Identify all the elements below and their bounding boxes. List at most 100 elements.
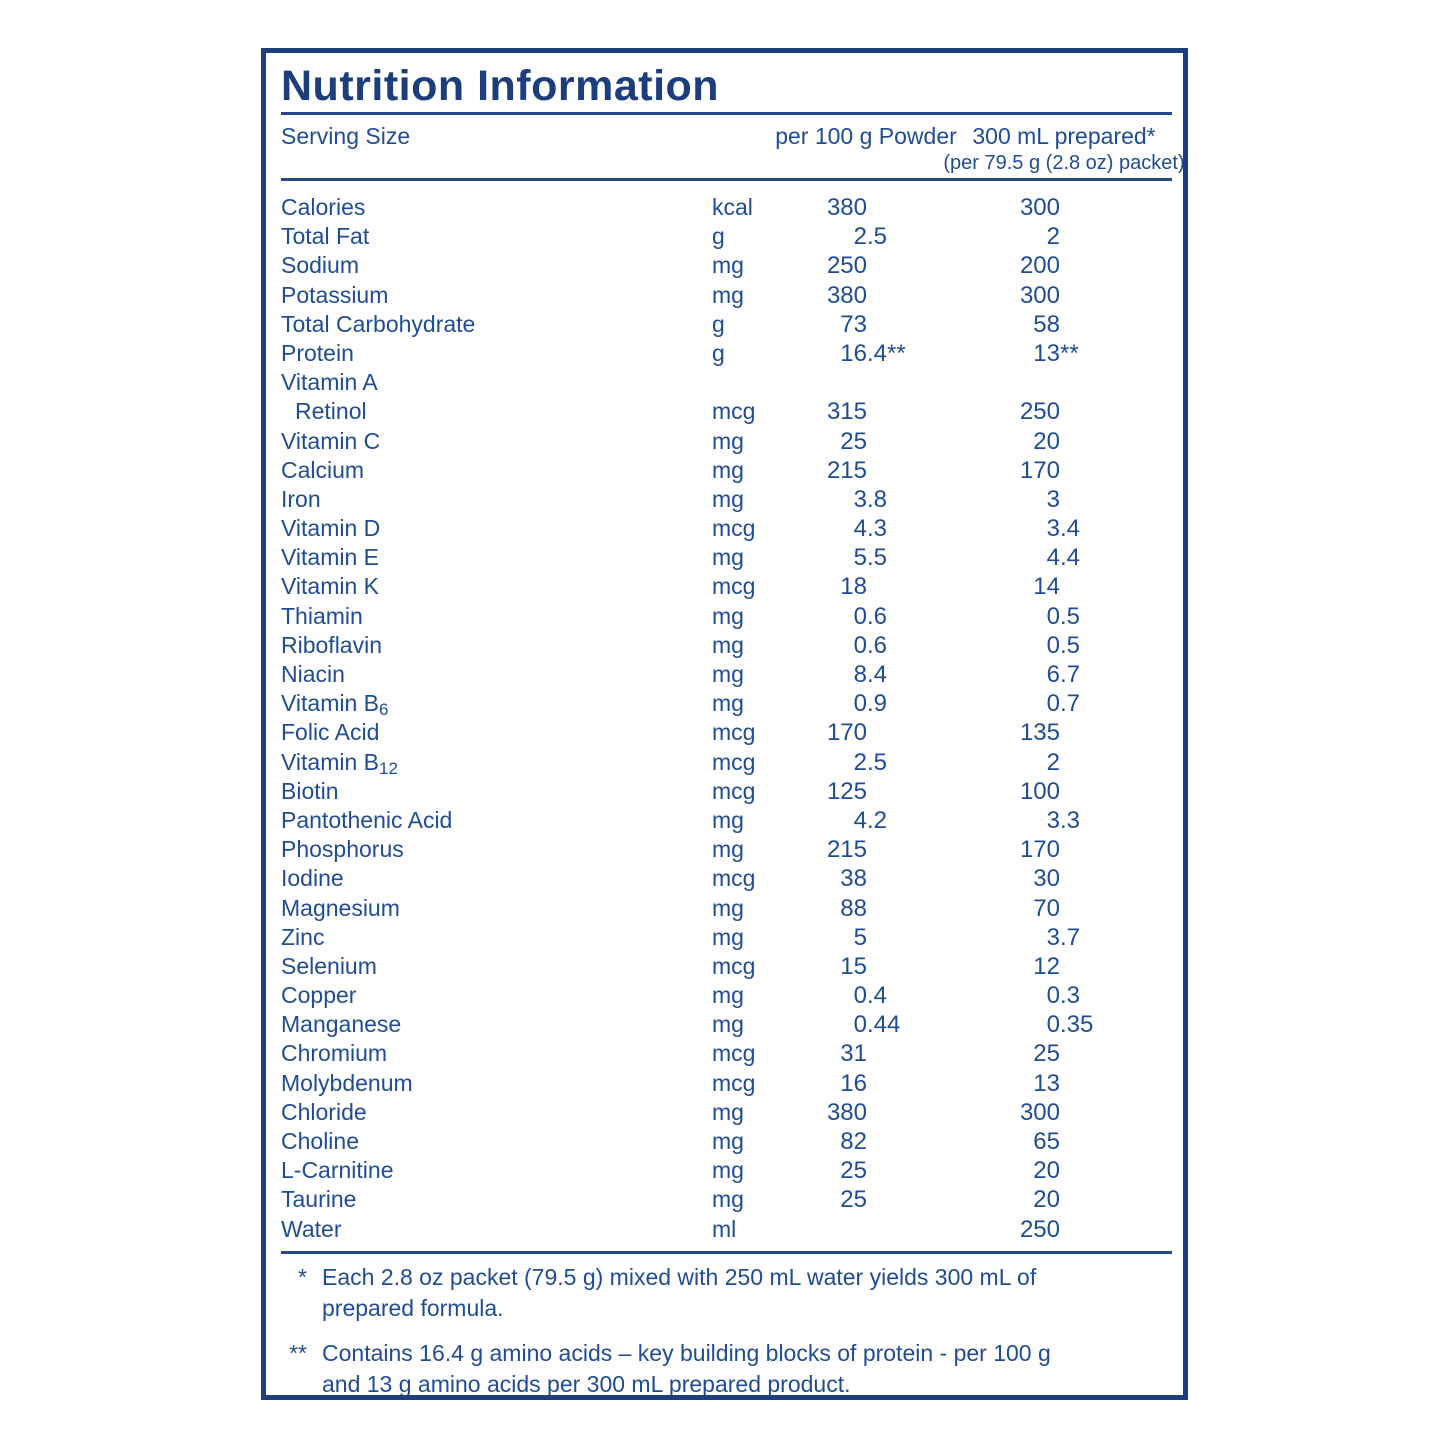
title-divider: [281, 112, 1172, 115]
value-per-100g-frac: .9: [867, 690, 888, 718]
nutrient-unit: mg: [712, 923, 744, 950]
value-per-100g-frac: .5: [867, 223, 888, 251]
nutrient-unit: mg: [712, 456, 744, 483]
nutrient-unit: kcal: [712, 194, 753, 220]
value-prepared-int: 30: [1033, 865, 1060, 893]
table-row: Vitamin A: [281, 368, 1172, 397]
table-row: Biotin mcg 125 100: [281, 777, 1172, 806]
nutrient-name: Vitamin E: [281, 544, 380, 571]
nutrient-unit: mg: [712, 252, 744, 279]
table-header: Serving Size per 100 g Powder 300 mL pre…: [281, 115, 1183, 181]
nutrient-name: Riboflavin: [281, 631, 382, 658]
value-prepared-int: 170: [1019, 836, 1060, 864]
value-prepared-frac: [1060, 427, 1172, 456]
nutrient-unit: mg: [712, 661, 744, 687]
nutrition-label-panel: Nutrition Information Serving Size per 1…: [261, 48, 1188, 1400]
value-per-100g-frac: .6: [867, 602, 888, 630]
table-row: Calories kcal 380 300: [281, 193, 1172, 222]
nutrient-name: Water: [281, 1215, 342, 1242]
value-per-100g-frac: [867, 193, 927, 222]
nutrient-name: Manganese: [281, 1011, 402, 1038]
nutrient-unit: mcg: [712, 952, 756, 979]
value-per-100g-frac: [867, 397, 927, 426]
table-row: Iodine mcg 38 30: [281, 864, 1172, 893]
value-per-100g-frac: .6: [867, 631, 888, 659]
nutrient-unit: mcg: [712, 719, 756, 746]
value-per-100g-frac: .2: [867, 806, 888, 834]
nutrient-name: Vitamin B6: [281, 690, 389, 720]
value-prepared-int: 2: [1046, 223, 1060, 251]
value-per-100g-int: 18: [840, 573, 867, 601]
value-per-100g-frac: [867, 777, 927, 806]
nutrient-unit: g: [712, 310, 725, 337]
value-prepared-int: 3: [1046, 485, 1060, 513]
nutrient-unit: mg: [712, 544, 744, 571]
value-per-100g-frac: [867, 1185, 927, 1214]
value-prepared-frac: [1060, 1156, 1172, 1185]
nutrient-unit: mg: [712, 427, 744, 454]
value-prepared-int: 25: [1033, 1040, 1060, 1068]
nutrient-name: Iodine: [281, 865, 344, 892]
value-per-100g-int: 25: [840, 1186, 867, 1214]
nutrient-unit: mg: [712, 1128, 744, 1154]
nutrient-name: Magnesium: [281, 894, 400, 921]
nutrient-unit: mcg: [712, 1069, 756, 1096]
nutrient-name: Calories: [281, 194, 366, 220]
column-header-prepared: 300 mL prepared*: [972, 123, 1156, 149]
value-prepared-frac: [1060, 1098, 1172, 1127]
value-per-100g-int: 31: [840, 1040, 867, 1068]
nutrient-unit: ml: [712, 1215, 737, 1242]
nutrient-name: Thiamin: [281, 602, 363, 629]
table-row: Chromium mcg 31 25: [281, 1039, 1172, 1068]
value-per-100g-int: 0: [853, 690, 867, 718]
value-per-100g-frac: .4: [867, 661, 888, 688]
value-prepared-frac: [1060, 485, 1172, 514]
value-prepared-frac: [1060, 251, 1172, 280]
nutrient-name: Biotin: [281, 777, 339, 804]
value-per-100g-int: 0: [853, 602, 867, 630]
table-row: Riboflavin mg 0.6 0.5: [281, 631, 1172, 660]
value-prepared-int: 70: [1033, 894, 1060, 922]
nutrient-unit: mg: [712, 281, 744, 308]
value-prepared-frac: [1060, 748, 1172, 777]
value-per-100g-frac: [867, 894, 927, 923]
nutrient-name: Chloride: [281, 1098, 367, 1125]
value-per-100g-int: 5: [853, 923, 867, 951]
value-per-100g-int: 16: [840, 1069, 867, 1097]
table-row: Protein g 16.4** 13 **: [281, 339, 1172, 368]
page-title: Nutrition Information: [281, 62, 720, 110]
table-row: Thiamin mg 0.6 0.5: [281, 602, 1172, 631]
value-prepared-frac: [1060, 1185, 1172, 1214]
value-per-100g-int: 88: [840, 894, 867, 922]
nutrient-name: Molybdenum: [281, 1069, 413, 1096]
value-prepared-int: 100: [1019, 777, 1060, 805]
table-row: Taurine mg 25 20: [281, 1185, 1172, 1214]
value-per-100g-frac: [867, 368, 927, 397]
value-per-100g-int: 73: [840, 310, 867, 338]
table-row: Retinol mcg 315 250: [281, 397, 1172, 426]
value-per-100g-int: 3: [853, 485, 867, 513]
nutrient-name: Vitamin C: [281, 427, 381, 454]
value-per-100g-int: 125: [826, 777, 867, 805]
table-row: Niacin mg 8.4 6.7: [281, 660, 1172, 689]
value-per-100g-frac: [867, 281, 927, 310]
nutrient-unit: mg: [712, 836, 744, 863]
nutrient-unit: mcg: [712, 515, 756, 542]
nutrient-name: Vitamin A: [281, 369, 378, 396]
value-prepared-frac: .35: [1060, 1011, 1094, 1039]
nutrient-name: Total Fat: [281, 223, 370, 250]
value-per-100g-int: 16: [840, 339, 867, 367]
value-prepared-frac: [1060, 281, 1172, 310]
value-prepared-frac: .3: [1060, 982, 1081, 1010]
value-per-100g-int: 0: [853, 1011, 867, 1039]
value-prepared-frac: [1060, 1039, 1172, 1068]
nutrient-name-subscript: 12: [379, 758, 398, 778]
value-prepared-frac: .4: [1060, 515, 1081, 543]
nutrient-unit: mcg: [712, 573, 756, 600]
table-row: Total Fat g 2.5 2: [281, 222, 1172, 251]
value-per-100g-frac: [867, 1156, 927, 1185]
value-per-100g-frac: [867, 427, 927, 456]
table-row: Folic Acid mcg 170 135: [281, 718, 1172, 747]
value-prepared-frac: .5: [1060, 631, 1081, 659]
nutrient-name: Vitamin B12: [281, 748, 398, 778]
